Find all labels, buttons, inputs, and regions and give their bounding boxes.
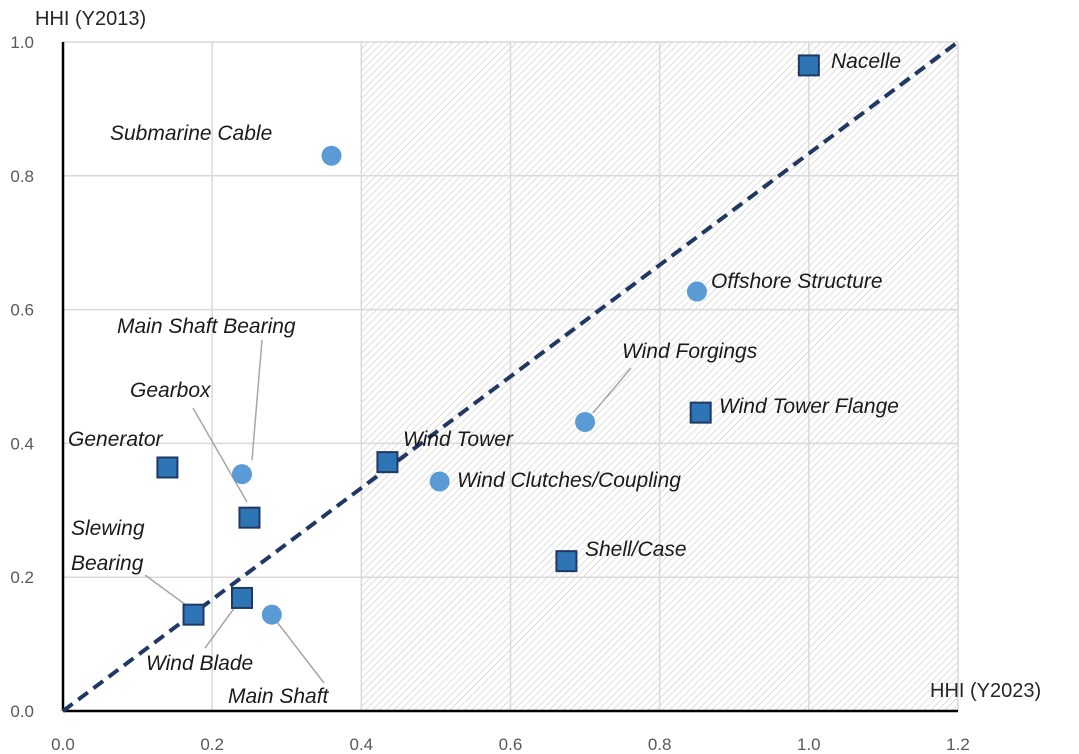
label-line: Bearing <box>71 552 144 575</box>
y-tick-label: 0.2 <box>10 568 34 587</box>
point-main-shaft <box>261 604 282 625</box>
point-wind-forgings <box>575 411 596 432</box>
leader-main-shaft-bearing <box>251 339 263 461</box>
point-wind-blade <box>231 586 253 609</box>
x-axis-title: HHI (Y2023) <box>930 680 1041 702</box>
label-line: Slewing <box>71 517 145 540</box>
leader-main-shaft <box>276 621 325 684</box>
label-submarine-cable: Submarine Cable <box>110 122 272 145</box>
point-offshore-structure <box>686 281 707 302</box>
label-main-shaft-bearing: Main Shaft Bearing <box>117 315 296 338</box>
x-tick-label: 1.2 <box>946 735 970 754</box>
point-labels: Nacelle Submarine Cable Offshore Structure… <box>68 50 901 708</box>
point-gearbox <box>238 506 261 529</box>
x-tick-label: 1.0 <box>797 735 821 754</box>
point-generator <box>156 456 179 479</box>
point-main-shaft-bearing <box>232 464 252 485</box>
data-points <box>156 54 820 626</box>
x-tick-label: 0.6 <box>499 735 523 754</box>
point-wind-clutches-coupling <box>429 471 450 492</box>
label-slewing-bearing: Slewing Bearing <box>71 517 145 575</box>
point-submarine-cable <box>321 145 342 166</box>
y-tick-label: 0.8 <box>10 167 34 186</box>
label-wind-tower-flange: Wind Tower Flange <box>719 395 899 418</box>
label-gearbox: Gearbox <box>130 379 212 402</box>
point-nacelle <box>797 54 820 77</box>
leader-slewing-bearing <box>144 574 191 609</box>
x-tick-label: 0.8 <box>648 735 672 754</box>
point-wind-tower-flange <box>689 401 712 424</box>
label-offshore-structure: Offshore Structure <box>711 270 883 293</box>
x-tick-label: 0.4 <box>350 735 374 754</box>
y-tick-label: 1.0 <box>10 33 34 52</box>
label-wind-forgings: Wind Forgings <box>622 340 758 363</box>
label-wind-tower: Wind Tower <box>403 428 514 451</box>
leader-wind-blade <box>204 602 239 649</box>
y-axis-title: HHI (Y2013) <box>35 8 146 30</box>
y-tick-label: 0.4 <box>10 434 34 453</box>
label-main-shaft: Main Shaft <box>228 685 330 708</box>
tick-labels: 0.0 0.2 0.4 0.6 0.8 1.0 1.2 0.0 0.2 0.4 0.6 0.8 1.0 <box>10 33 969 754</box>
leader-wind-forgings <box>592 367 632 414</box>
label-nacelle: Nacelle <box>831 50 901 73</box>
leader-gearbox <box>192 407 248 503</box>
x-tick-label: 0.0 <box>51 735 75 754</box>
point-slewing-bearing <box>182 603 205 626</box>
leader-lines <box>144 339 632 684</box>
point-wind-tower <box>376 451 399 474</box>
label-wind-blade: Wind Blade <box>146 652 253 675</box>
label-generator: Generator <box>68 428 164 451</box>
y-tick-label: 0.6 <box>10 301 34 320</box>
y-tick-label: 0.0 <box>10 702 34 721</box>
label-wind-clutches-coupling: Wind Clutches/Coupling <box>457 469 681 492</box>
x-tick-label: 0.2 <box>200 735 224 754</box>
label-shell-case: Shell/Case <box>585 538 687 561</box>
diagonal-reference-line <box>61 40 960 713</box>
axes <box>61 42 958 713</box>
point-shell-case <box>555 550 578 573</box>
